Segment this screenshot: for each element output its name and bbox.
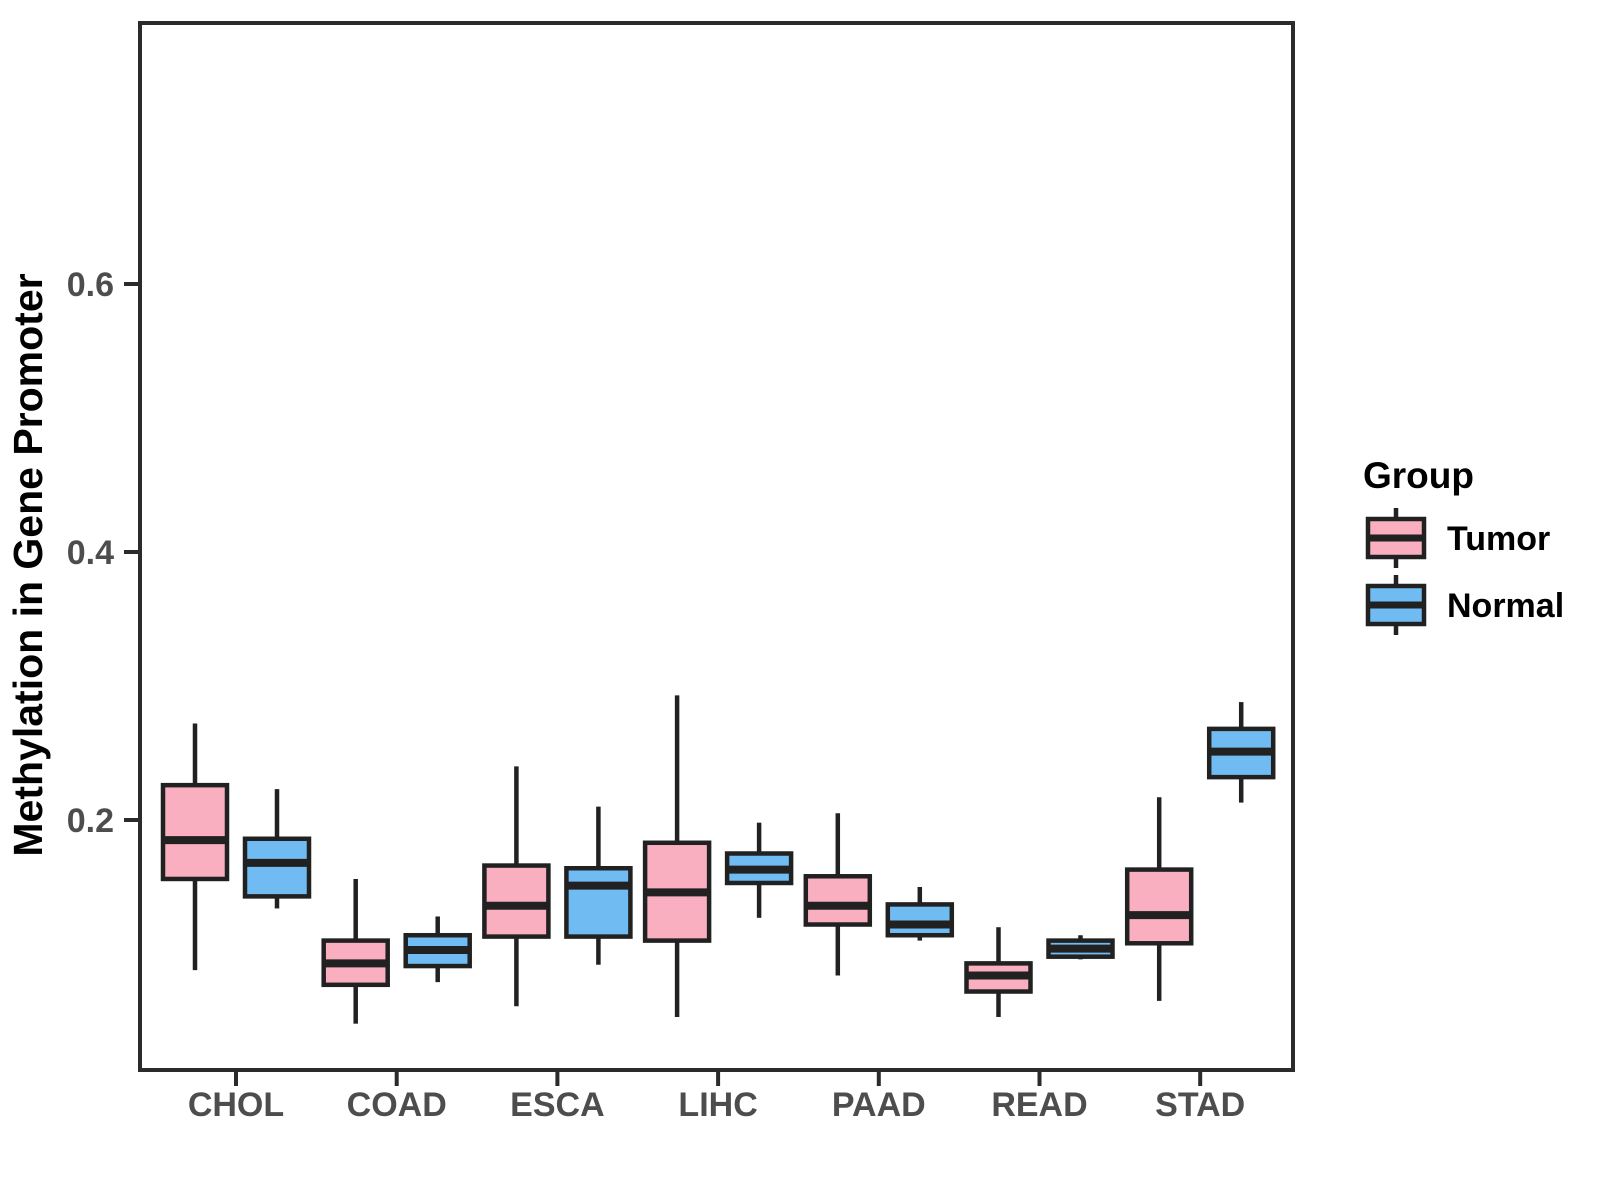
box-tumor-paad bbox=[803, 813, 873, 976]
box-tumor-esca bbox=[482, 766, 551, 1007]
iqr-box bbox=[564, 865, 633, 939]
iqr-box bbox=[803, 874, 873, 927]
box-normal-esca bbox=[564, 806, 633, 965]
legend-title: Group bbox=[1363, 455, 1474, 496]
x-category-label: COAD bbox=[347, 1086, 447, 1124]
legend: Group Tumor Normal bbox=[1363, 455, 1564, 635]
legend-label: Tumor bbox=[1447, 520, 1550, 558]
x-category-label: LIHC bbox=[678, 1086, 757, 1124]
iqr-box bbox=[885, 902, 955, 938]
panel-border bbox=[138, 21, 1295, 1072]
box-tumor-read bbox=[964, 927, 1033, 1017]
box-tumor-chol bbox=[160, 723, 230, 971]
box-normal-paad bbox=[885, 887, 955, 941]
box-normal-coad bbox=[403, 916, 472, 983]
legend-items: Tumor Normal bbox=[1365, 508, 1564, 635]
box-tumor-coad bbox=[321, 878, 390, 1024]
y-tick-label: 0.4 bbox=[67, 534, 114, 572]
box-normal-chol bbox=[242, 789, 312, 909]
x-category-label: ESCA bbox=[510, 1086, 604, 1124]
legend-item-tumor: Tumor bbox=[1365, 508, 1550, 568]
box-normal-stad bbox=[1206, 702, 1276, 803]
x-category-label: PAAD bbox=[832, 1086, 926, 1124]
legend-item-normal: Normal bbox=[1365, 575, 1564, 635]
x-category-label: CHOL bbox=[188, 1086, 284, 1124]
box-normal-lihc bbox=[724, 822, 794, 918]
y-tick-label: 0.2 bbox=[67, 802, 114, 840]
y-tick-label: 0.6 bbox=[67, 266, 114, 304]
box-tumor-stad bbox=[1124, 797, 1194, 1001]
iqr-box bbox=[242, 836, 312, 899]
box-normal-read bbox=[1046, 935, 1115, 960]
x-category-label: READ bbox=[991, 1086, 1087, 1124]
iqr-box bbox=[1124, 867, 1194, 946]
iqr-box bbox=[482, 863, 551, 939]
legend-label: Normal bbox=[1447, 587, 1564, 625]
iqr-box bbox=[160, 782, 230, 882]
plot-panel: 0.2 0.4 0.6 CHOL COAD ESCA LIHC PAAD READ STAD bbox=[67, 21, 1295, 1124]
box-tumor-lihc bbox=[642, 695, 712, 1017]
x-category-label: STAD bbox=[1155, 1086, 1245, 1124]
y-axis-title: Methylation in Gene Promoter bbox=[5, 273, 51, 856]
